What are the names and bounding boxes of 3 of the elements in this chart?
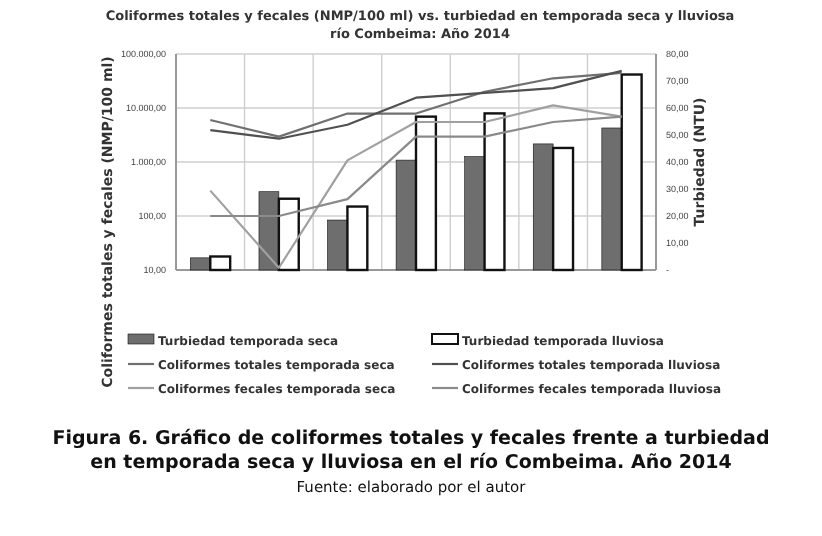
line-series [209, 104, 623, 269]
line-series [209, 115, 623, 218]
text: Figura 6. Gráfico de coliformes totales y fecales frente a turbiedad en temporada seca y lluviosa en el río Combeima. Año 2014 [52, 428, 770, 474]
